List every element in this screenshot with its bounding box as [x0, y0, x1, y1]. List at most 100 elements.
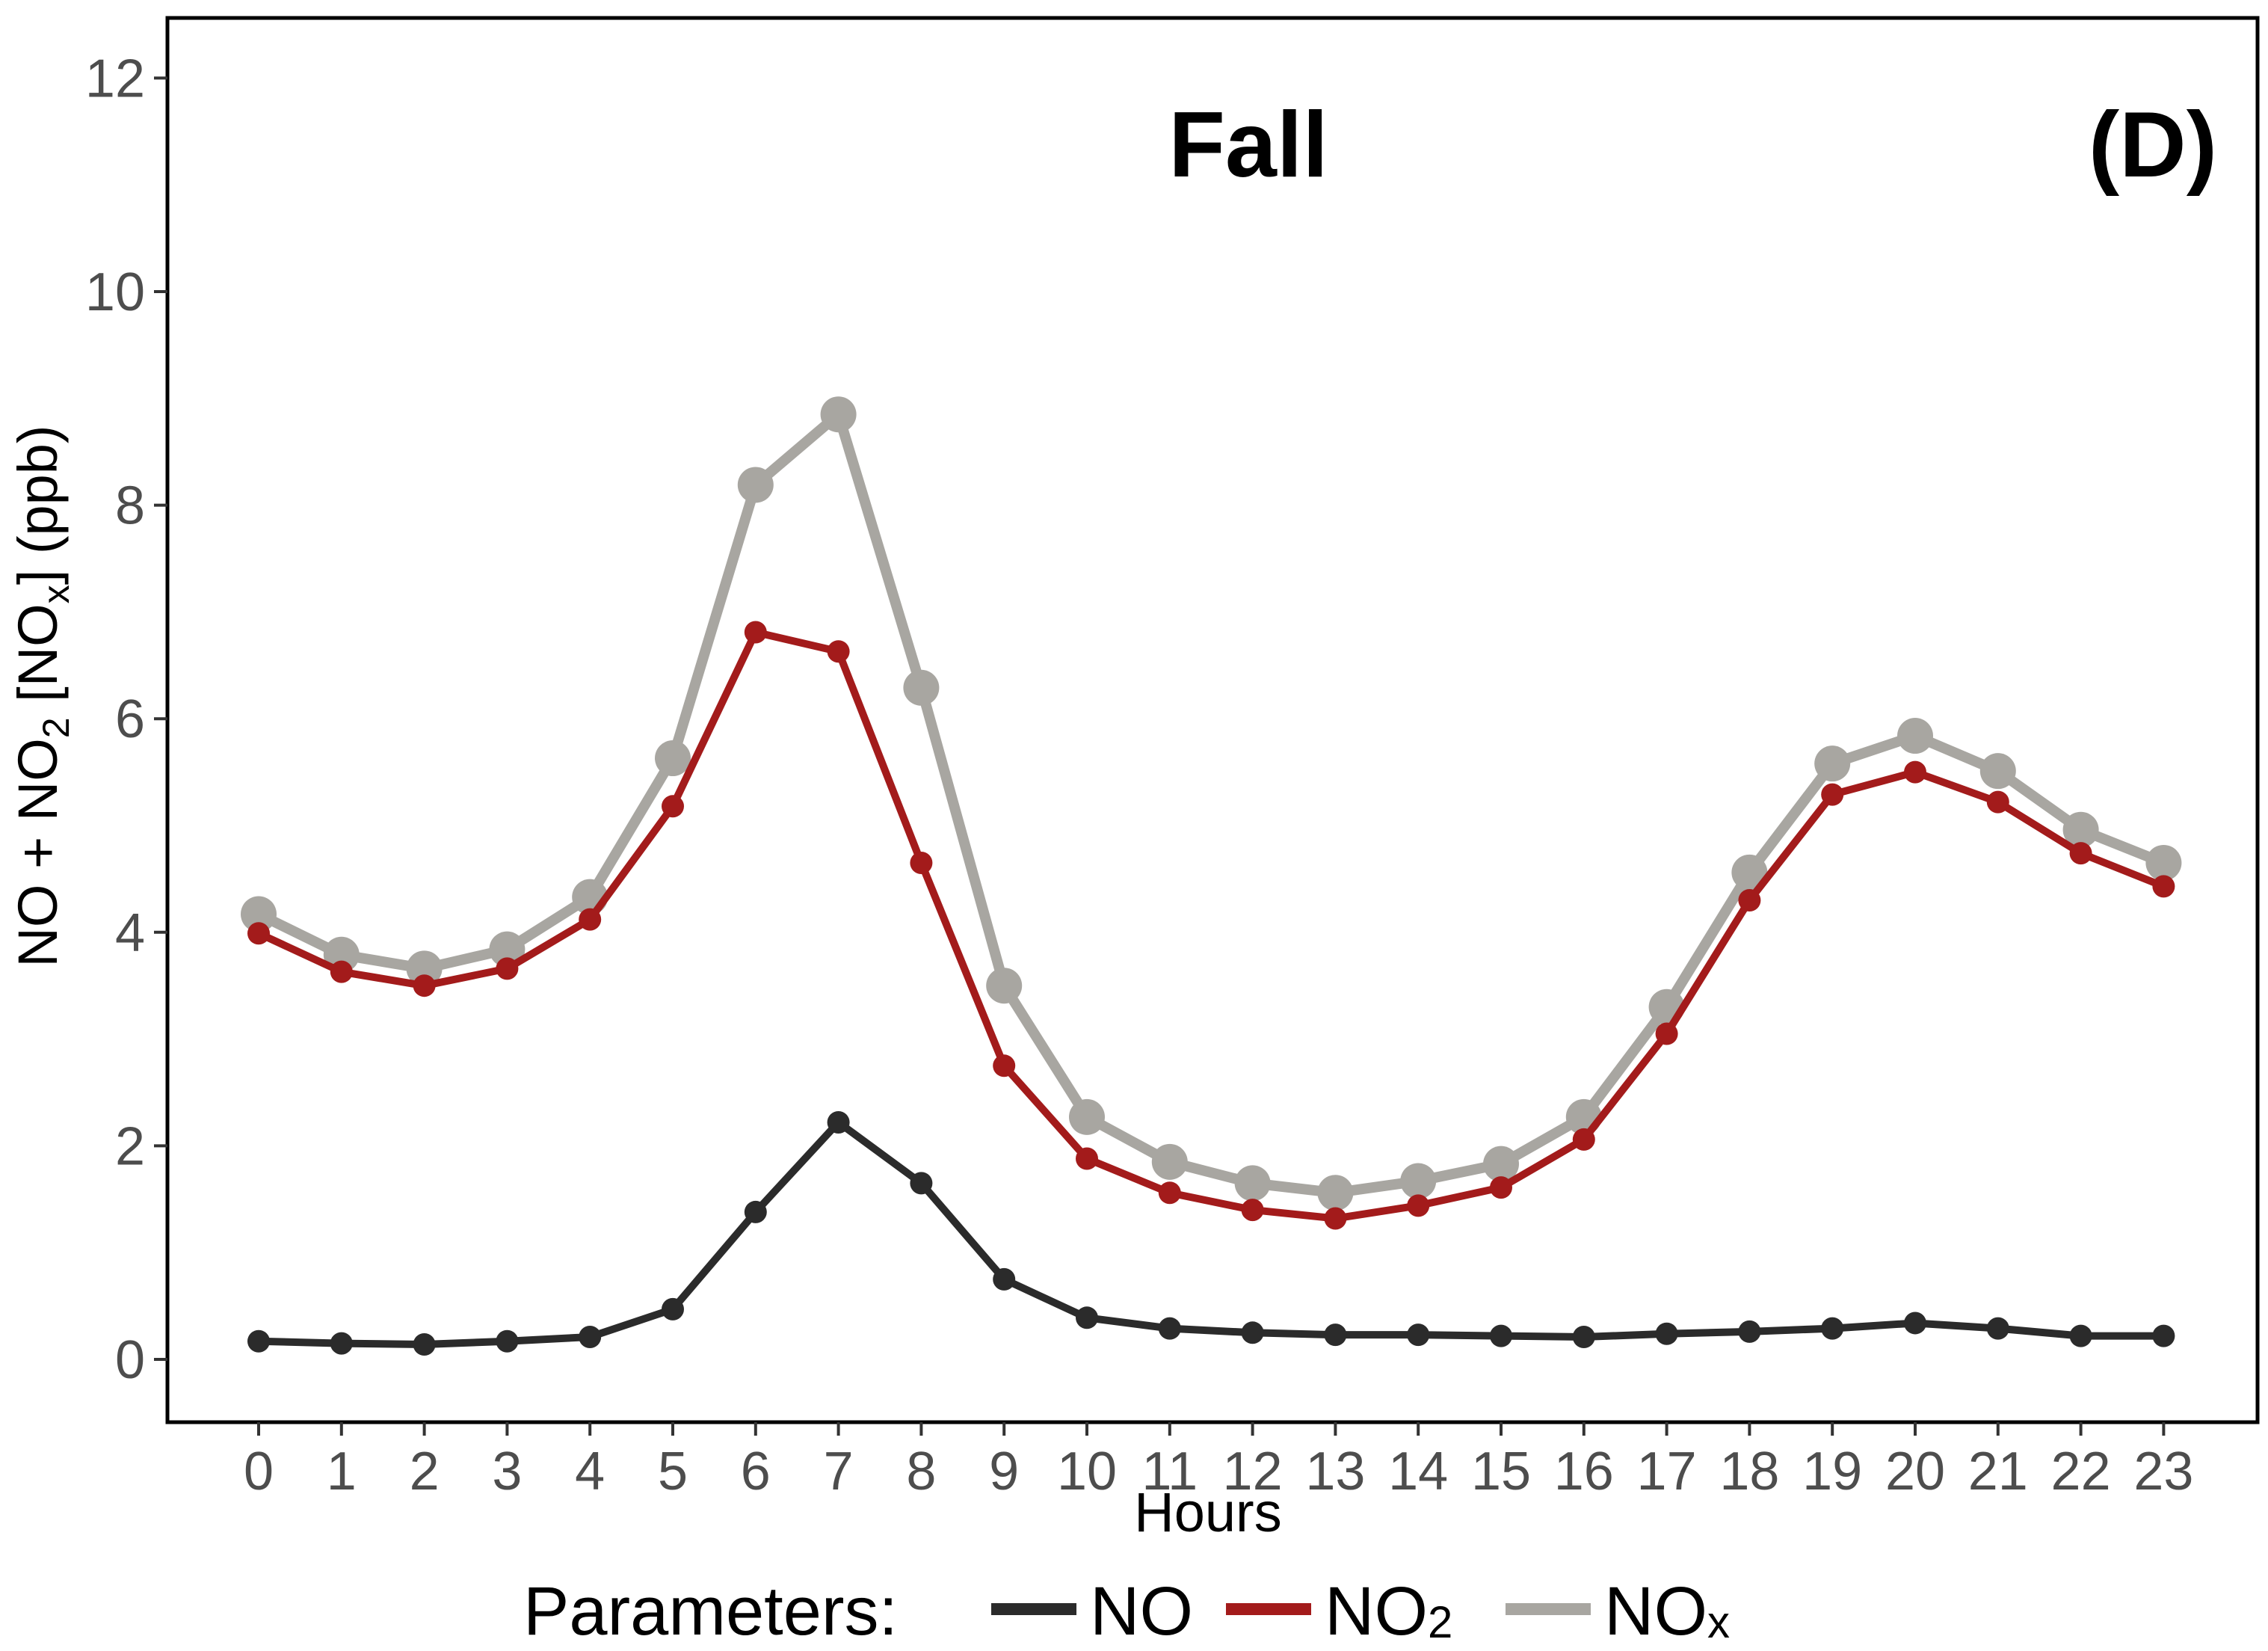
y-tick-label: 2 — [115, 1116, 145, 1176]
data-point-nox — [903, 669, 940, 706]
data-point-no — [579, 1326, 602, 1349]
data-point-no2 — [662, 795, 684, 818]
x-tick-label: 0 — [244, 1442, 274, 1501]
legend: Parameters: NO NO2 NOx — [523, 1573, 1730, 1650]
legend-label: NO2 — [1325, 1573, 1452, 1650]
x-tick-label: 11 — [1141, 1442, 1198, 1501]
data-point-no2 — [247, 922, 270, 945]
y-axis-title: NO + NO2 [NOx] (ppb) — [7, 425, 77, 967]
x-tick-label: 22 — [2051, 1442, 2111, 1501]
data-point-no2 — [1738, 888, 1761, 911]
y-tick-label: 4 — [115, 903, 145, 963]
data-point-nox — [1151, 1143, 1188, 1180]
data-point-no2 — [1324, 1207, 1347, 1230]
data-point-no — [247, 1329, 270, 1353]
data-point-nox — [1400, 1163, 1437, 1199]
data-point-no2 — [2152, 875, 2175, 898]
data-point-no2 — [1490, 1176, 1512, 1199]
data-point-no — [1738, 1320, 1761, 1343]
data-point-nox — [655, 740, 691, 777]
data-point-no — [330, 1332, 353, 1355]
data-point-nox — [241, 896, 277, 932]
data-point-no — [413, 1333, 436, 1356]
legend-title: Parameters: — [523, 1573, 898, 1650]
data-point-nox — [1897, 718, 1933, 754]
data-point-nox — [1234, 1165, 1271, 1202]
data-point-no2 — [1655, 1022, 1678, 1045]
data-point-no2 — [1076, 1147, 1098, 1170]
x-tick-label: 18 — [1719, 1442, 1779, 1501]
x-tick-label: 21 — [1968, 1442, 2028, 1501]
data-point-no2 — [1241, 1199, 1264, 1222]
legend-label: NO — [1090, 1573, 1193, 1650]
data-point-nox — [737, 467, 774, 503]
plot-panel-border — [165, 16, 2260, 1424]
data-point-no2 — [413, 974, 436, 997]
x-axis-title: Hours — [1134, 1481, 1281, 1543]
data-point-no — [1158, 1317, 1181, 1340]
data-point-nox — [986, 968, 1023, 1004]
y-tick-label: 6 — [115, 689, 145, 749]
x-tick-label: 19 — [1802, 1442, 1862, 1501]
data-point-no2 — [1986, 790, 2009, 814]
data-point-no2 — [579, 908, 602, 931]
data-point-no — [827, 1110, 850, 1134]
data-point-no — [1572, 1326, 1595, 1349]
x-tick-label: 10 — [1057, 1442, 1117, 1501]
y-tick-label: 8 — [115, 476, 145, 536]
x-tick-label: 13 — [1305, 1442, 1365, 1501]
data-point-no — [662, 1297, 684, 1321]
data-point-nox — [1979, 753, 2016, 790]
data-point-nox — [2062, 811, 2099, 848]
y-tick-label: 0 — [115, 1330, 145, 1390]
data-point-no — [1490, 1324, 1512, 1347]
data-point-no2 — [1821, 783, 1844, 806]
x-tick-label: 8 — [906, 1442, 936, 1501]
series-no2 — [247, 621, 2175, 1230]
data-point-no — [496, 1329, 519, 1353]
data-point-nox — [1069, 1098, 1105, 1135]
x-tick-label: 14 — [1388, 1442, 1448, 1501]
data-point-nox — [820, 396, 857, 433]
x-tick-label: 7 — [824, 1442, 854, 1501]
data-point-no — [1241, 1321, 1264, 1344]
data-point-no2 — [827, 640, 850, 663]
y-tick-label: 10 — [85, 262, 145, 322]
series-nox — [241, 396, 2182, 1211]
y-axis: 0 2 4 6 8 10 12 — [85, 49, 167, 1390]
x-tick-label: 16 — [1554, 1442, 1614, 1501]
data-point-no2 — [1407, 1194, 1430, 1217]
legend-entry-no2: NO2 — [1226, 1573, 1452, 1650]
data-point-no2 — [910, 851, 933, 874]
data-point-no — [744, 1200, 767, 1223]
y-tick-label: 12 — [85, 49, 145, 108]
x-tick-label: 6 — [741, 1442, 771, 1501]
x-tick-label: 17 — [1637, 1442, 1697, 1501]
data-point-nox — [1814, 745, 1851, 782]
data-point-no — [1986, 1317, 2009, 1340]
data-point-no — [2069, 1324, 2092, 1347]
x-axis: 0 1 2 3 4 5 6 7 8 9 10 11 12 13 14 15 16 17 18 19 20 21 22 23 — [244, 1422, 2193, 1501]
legend-label: NOx — [1604, 1573, 1730, 1650]
x-tick-label: 9 — [989, 1442, 1019, 1501]
x-tick-label: 5 — [658, 1442, 688, 1501]
data-point-no — [1904, 1312, 1926, 1335]
data-point-no2 — [1158, 1181, 1181, 1205]
x-tick-label: 4 — [575, 1442, 605, 1501]
data-point-no2 — [993, 1054, 1016, 1077]
data-point-no — [1076, 1306, 1098, 1329]
data-point-no — [1407, 1323, 1430, 1347]
data-point-no2 — [330, 960, 353, 983]
data-point-nox — [406, 950, 443, 987]
x-tick-label: 12 — [1223, 1442, 1283, 1501]
x-tick-label: 1 — [327, 1442, 357, 1501]
x-tick-label: 20 — [1885, 1442, 1945, 1501]
data-point-nox — [1731, 854, 1768, 891]
series-line-no — [255, 1118, 2168, 1349]
x-tick-label: 23 — [2133, 1442, 2193, 1501]
chart-title: Fall — [1168, 93, 1328, 197]
data-point-no — [993, 1267, 1016, 1291]
data-point-no — [2152, 1324, 2175, 1347]
data-point-no — [910, 1172, 933, 1195]
